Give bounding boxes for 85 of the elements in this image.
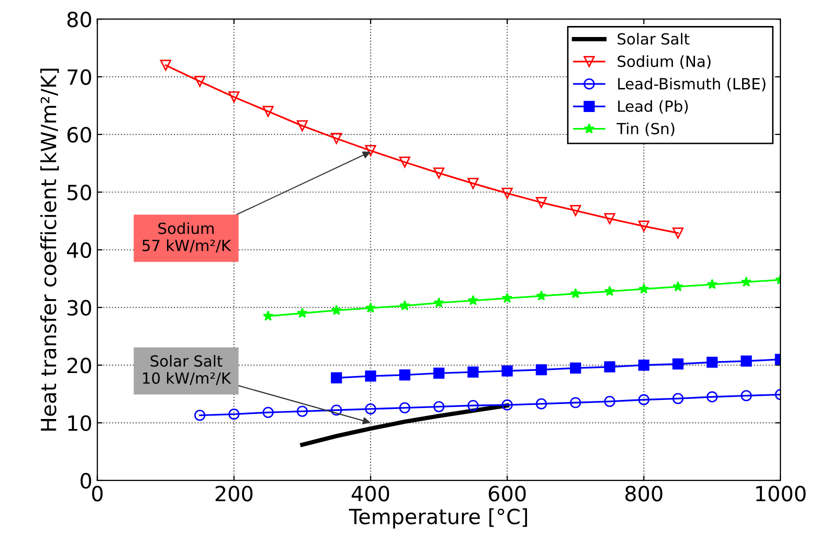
point <box>228 408 240 420</box>
point <box>536 398 547 410</box>
point <box>604 361 616 372</box>
point <box>638 360 650 371</box>
point <box>365 145 376 156</box>
annotation: Sodium 57 kW/m²/K <box>142 222 232 252</box>
y-tick-label: 50 <box>68 184 92 200</box>
point <box>604 213 616 224</box>
legend-label: Lead (Pb) <box>618 100 688 114</box>
x-tick-label: 400 <box>352 486 390 502</box>
point <box>638 220 650 232</box>
legend-label: Sodium (Na) <box>618 55 710 69</box>
point <box>536 290 547 301</box>
point <box>433 168 444 179</box>
point <box>262 406 274 418</box>
point <box>399 156 410 168</box>
point <box>570 288 581 298</box>
legend-label: Lead-Bismuth (LBE) <box>618 78 766 92</box>
point <box>706 391 718 402</box>
y-tick-label: 60 <box>67 126 92 143</box>
point <box>330 404 342 416</box>
point <box>740 356 752 367</box>
point <box>706 278 718 290</box>
point <box>365 302 376 313</box>
point <box>570 362 582 374</box>
point <box>331 304 342 315</box>
point <box>536 364 547 376</box>
point <box>399 402 410 414</box>
point <box>672 281 684 292</box>
point <box>194 410 206 421</box>
point <box>365 403 376 415</box>
point <box>502 292 513 303</box>
point <box>502 188 513 199</box>
y-tick-label: 10 <box>68 415 92 432</box>
point <box>296 120 308 132</box>
point <box>672 358 684 370</box>
point <box>672 393 684 404</box>
y-tick-label: 20 <box>68 358 92 374</box>
x-tick-label: 1000 <box>756 486 806 502</box>
point <box>194 76 206 87</box>
point <box>570 205 582 216</box>
y-tick-label: 0 <box>80 472 92 489</box>
point <box>502 399 513 410</box>
point <box>672 228 684 239</box>
point <box>604 396 616 408</box>
point <box>433 368 444 379</box>
x-tick-label: 800 <box>625 486 662 502</box>
y-tick-label: 40 <box>66 242 92 258</box>
annotation: Solar Salt 10 kW/m²/K <box>143 354 232 386</box>
x-tick-label: 0 <box>92 486 103 502</box>
point <box>160 60 172 71</box>
x-tick-label: 600 <box>488 486 526 502</box>
point <box>228 91 240 103</box>
point <box>296 406 308 417</box>
point <box>262 106 274 117</box>
point <box>468 366 479 378</box>
y-tick-label: 70 <box>68 69 92 85</box>
point <box>365 370 376 382</box>
point <box>330 372 342 384</box>
point <box>638 394 650 406</box>
y-axis-title: Heat transfer coefficient [kW/m²/K] <box>40 68 59 431</box>
point <box>296 308 308 318</box>
point <box>399 369 410 380</box>
point <box>399 300 410 310</box>
point <box>468 294 478 306</box>
point <box>638 283 650 294</box>
legend-label: Solar Salt <box>618 32 690 45</box>
point <box>604 286 615 296</box>
point <box>330 132 342 144</box>
point <box>468 178 479 190</box>
point <box>262 310 274 321</box>
x-axis-title: Temperature [°C] <box>348 508 528 528</box>
point <box>706 356 718 368</box>
x-tick-label: 200 <box>216 486 252 502</box>
point <box>570 397 582 408</box>
point <box>433 401 444 412</box>
point <box>740 276 752 287</box>
y-tick-label: 30 <box>68 300 92 316</box>
point <box>740 390 752 402</box>
point <box>536 196 547 208</box>
point <box>434 297 444 308</box>
legend-label: Tin (Sn) <box>616 122 674 136</box>
y-tick-label: 80 <box>67 12 92 28</box>
point <box>468 400 479 412</box>
point <box>502 365 513 376</box>
